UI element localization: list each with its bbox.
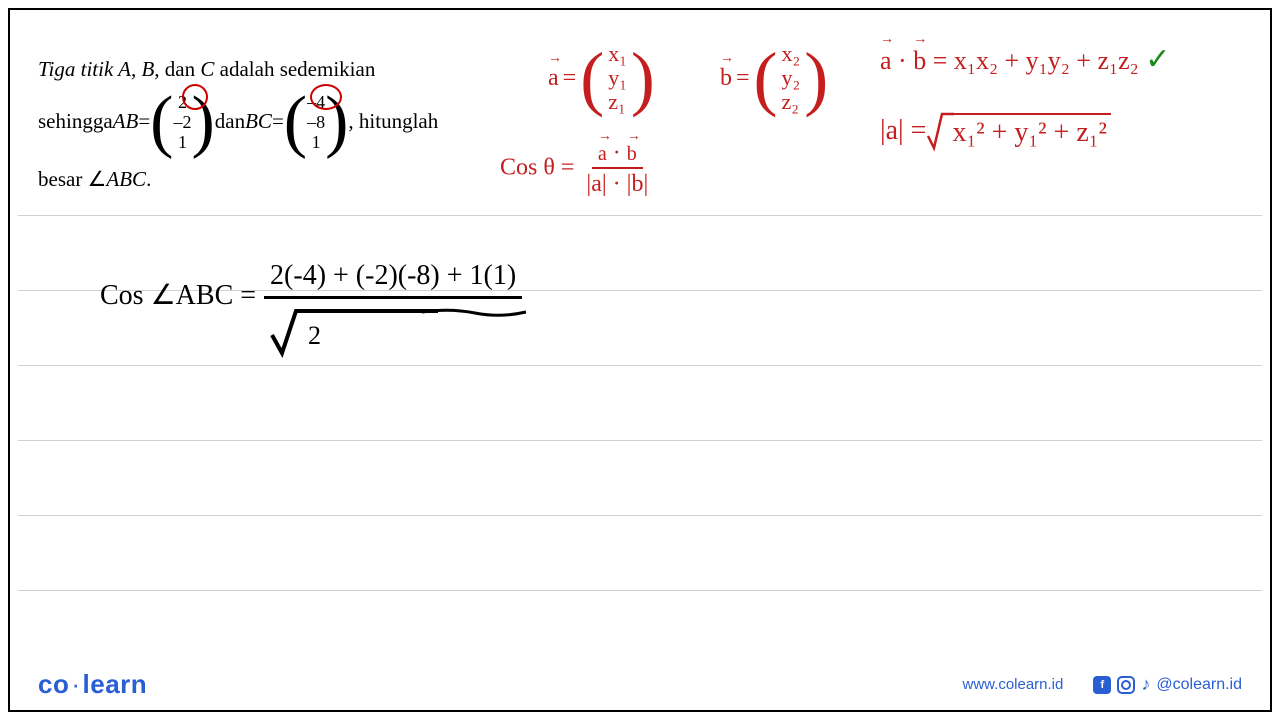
logo-right: learn	[83, 669, 148, 699]
text: dan	[160, 57, 201, 81]
red-cos-formula: Cos θ = a · b |a| · |b|	[500, 140, 648, 198]
vec-entry: x₁	[608, 42, 627, 66]
red-dot-product: a · b = x₁x₂ + y₁y₂ + z₁z₂ ✓	[880, 42, 1170, 77]
text: sehingga	[38, 104, 113, 140]
problem-text: Tiga titik A, B, dan C adalah sedemikian…	[38, 52, 468, 197]
text: dan	[215, 104, 245, 140]
work-den: 2	[308, 321, 321, 351]
vec-entry: 1	[312, 132, 321, 152]
vec-entry: x₂	[782, 42, 801, 66]
work-lhs: Cos ∠ABC =	[100, 278, 256, 312]
text: , hitunglah	[348, 104, 438, 140]
red-magnitude: |a| = x₁² + y₁² + z₁²	[880, 108, 1111, 154]
cos-den: |a| · |b|	[586, 169, 648, 198]
text: Tiga titik	[38, 57, 118, 81]
eq: =	[138, 104, 150, 140]
ab-label: AB	[113, 104, 139, 140]
vec-entry: –2	[173, 112, 191, 132]
text: besar ∠	[38, 167, 106, 191]
cos-lhs: Cos θ =	[500, 155, 574, 181]
vec-entry: z₂	[782, 90, 801, 114]
footer: co·learn www.colearn.id f ♪ @colearn.id	[38, 669, 1242, 700]
b-label: b	[720, 65, 732, 92]
text: C	[200, 57, 214, 81]
facebook-icon[interactable]: f	[1093, 676, 1111, 694]
dot: .	[146, 167, 151, 191]
eq: =	[272, 104, 284, 140]
text: A, B,	[118, 57, 159, 81]
social-icons: f ♪ @colearn.id	[1093, 674, 1242, 695]
text: adalah sedemikian	[214, 57, 375, 81]
instagram-icon[interactable]	[1117, 676, 1135, 694]
vec-entry: y₁	[608, 66, 627, 90]
mag-rhs: x₁² + y₁² + z₁²	[952, 113, 1110, 149]
bc-label: BC	[245, 104, 272, 140]
vec-entry: z₁	[608, 90, 627, 114]
mag-lhs: |a| =	[880, 115, 926, 147]
vec-entry: –8	[307, 112, 325, 132]
vec-entry: 1	[178, 132, 187, 152]
red-vector-a: a = ( x₁ y₁ z₁ )	[548, 42, 655, 114]
tiktok-icon[interactable]: ♪	[1141, 674, 1150, 695]
social-handle[interactable]: @colearn.id	[1156, 676, 1242, 694]
brand-logo: co·learn	[38, 669, 147, 700]
circle-annotation	[310, 84, 342, 110]
footer-url[interactable]: www.colearn.id	[962, 676, 1063, 693]
scribble	[420, 306, 530, 320]
red-vector-b: b = ( x₂ y₂ z₂ )	[720, 42, 828, 114]
abc: ABC	[106, 167, 146, 191]
work-numerator: 2(-4) + (-2)(-8) + 1(1)	[264, 260, 522, 299]
logo-left: co	[38, 669, 69, 699]
a-label: a	[548, 65, 559, 92]
circle-annotation	[182, 84, 208, 110]
vec-entry: y₂	[782, 66, 801, 90]
